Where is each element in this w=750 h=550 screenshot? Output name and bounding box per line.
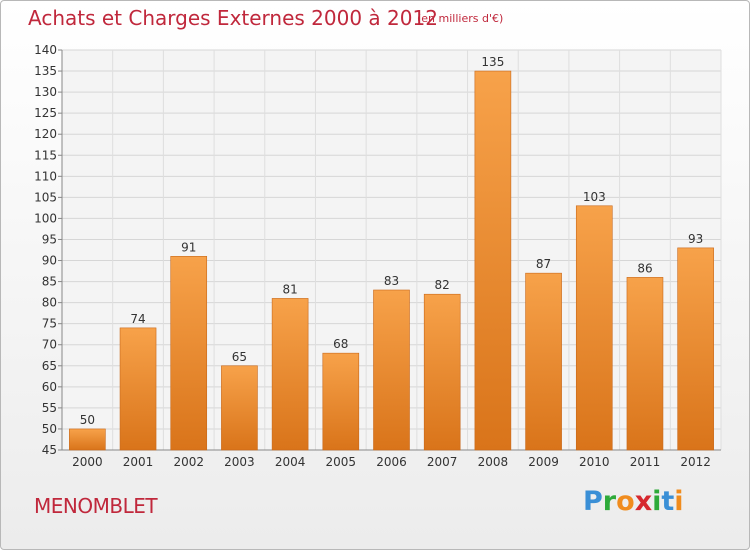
bar-value-label: 81 — [282, 282, 297, 296]
logo-letter: P — [583, 486, 603, 517]
bar-2011[interactable] — [626, 277, 664, 451]
bar-2000[interactable] — [69, 428, 106, 451]
bar-value-label: 86 — [637, 261, 652, 275]
bar-2004[interactable] — [271, 298, 309, 451]
bar-value-label: 135 — [481, 55, 504, 69]
bar-2005[interactable] — [322, 352, 360, 451]
x-tick-label: 2003 — [224, 455, 255, 469]
y-tick-label: 100 — [34, 211, 57, 225]
x-tick-label: 2005 — [326, 455, 357, 469]
bar-2006[interactable] — [373, 289, 410, 451]
x-tick-label: 2009 — [528, 455, 559, 469]
y-tick-label: 70 — [42, 338, 57, 352]
bar-value-label: 68 — [333, 337, 348, 351]
y-tick-label: 115 — [34, 148, 57, 162]
y-tick-label: 140 — [34, 43, 57, 57]
logo-letter: o — [616, 486, 635, 517]
y-tick-label: 55 — [42, 401, 57, 415]
bar-2008[interactable] — [474, 70, 512, 451]
x-tick-label: 2012 — [680, 455, 711, 469]
y-tick-label: 110 — [34, 169, 57, 183]
y-tick-label: 105 — [34, 190, 57, 204]
bar-2003[interactable] — [221, 365, 258, 451]
y-tick-label: 45 — [42, 443, 57, 457]
y-tick-label: 120 — [34, 127, 57, 141]
y-tick-label: 85 — [42, 275, 57, 289]
x-tick-label: 2007 — [427, 455, 458, 469]
bar-value-label: 91 — [181, 240, 196, 254]
y-tick-label: 90 — [42, 254, 57, 268]
x-tick-label: 2006 — [376, 455, 407, 469]
logo-letter: i — [652, 486, 662, 517]
y-tick-label: 60 — [42, 380, 57, 394]
y-tick-label: 130 — [34, 85, 57, 99]
logo-letter: t — [661, 486, 675, 517]
x-tick-label: 2011 — [630, 455, 661, 469]
bar-value-label: 50 — [80, 413, 95, 427]
bar-2010[interactable] — [575, 205, 613, 451]
bar-value-label: 83 — [384, 274, 399, 288]
proxiti-logo[interactable]: Proxiti — [583, 486, 684, 517]
y-tick-label: 95 — [42, 232, 57, 246]
chart-subtitle: (en milliers d'€) — [417, 12, 504, 25]
bar-2009[interactable] — [525, 272, 562, 451]
commune-name: MENOMBLET — [34, 494, 158, 518]
y-tick-label: 80 — [42, 296, 57, 310]
bar-value-label: 65 — [232, 350, 247, 364]
bar-2012[interactable] — [677, 247, 714, 451]
y-tick-label: 65 — [42, 359, 57, 373]
chart-title: Achats et Charges Externes 2000 à 2012 — [28, 6, 438, 30]
x-tick-label: 2004 — [275, 455, 306, 469]
bar-value-label: 82 — [435, 278, 450, 292]
logo-letter: r — [602, 486, 617, 517]
bar-2007[interactable] — [423, 293, 461, 451]
bar-2001[interactable] — [119, 327, 157, 451]
bar-value-label: 87 — [536, 257, 551, 271]
bar-value-label: 103 — [583, 190, 606, 204]
bar-value-label: 74 — [130, 312, 145, 326]
x-tick-label: 2008 — [478, 455, 509, 469]
x-tick-label: 2010 — [579, 455, 610, 469]
y-tick-label: 135 — [34, 64, 57, 78]
logo-letter: x — [634, 486, 653, 517]
bar-2002[interactable] — [170, 256, 208, 451]
x-tick-label: 2000 — [72, 455, 103, 469]
logo-letter: i — [674, 486, 684, 517]
y-tick-label: 50 — [42, 422, 57, 436]
y-tick-label: 75 — [42, 317, 57, 331]
x-tick-label: 2001 — [123, 455, 154, 469]
x-tick-label: 2002 — [173, 455, 204, 469]
y-tick-label: 125 — [34, 106, 57, 120]
bar-value-label: 93 — [688, 232, 703, 246]
